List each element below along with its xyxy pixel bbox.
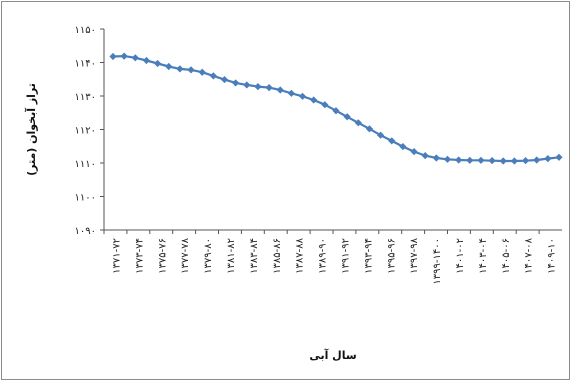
data-point-marker xyxy=(187,66,195,74)
data-point-marker xyxy=(499,157,507,165)
x-tick-label: ۱۳۷۷-۷۸ xyxy=(180,237,191,273)
x-tick-label: ۱۳۹۷-۹۸ xyxy=(409,237,420,273)
data-point-marker xyxy=(432,154,440,162)
x-tick-label: ۱۳۷۹-۸۰ xyxy=(203,238,214,274)
data-point-marker xyxy=(131,54,139,62)
data-point-marker xyxy=(555,153,563,161)
x-tick-label: ۱۳۹۵-۹۶ xyxy=(386,238,397,274)
data-point-marker xyxy=(410,148,418,156)
y-tick-label: ۱۱۱۰ xyxy=(75,159,96,170)
data-point-marker xyxy=(477,156,485,164)
data-point-marker xyxy=(276,86,284,94)
x-tick-label: ۱۳۹۹-۱۴۰۰ xyxy=(432,238,443,285)
x-tick-label: ۱۳۹۳-۹۴ xyxy=(363,238,374,274)
data-point-marker xyxy=(220,75,229,84)
data-point-marker xyxy=(399,142,407,151)
x-tick-label: ۱۳۸۵-۸۶ xyxy=(272,238,283,274)
x-tick-label: ۱۴۰۱-۰۲ xyxy=(455,238,466,274)
data-point-marker xyxy=(287,89,295,97)
x-tick-label: ۱۴۰۷-۰۸ xyxy=(524,237,535,273)
data-point-marker xyxy=(109,52,117,61)
data-point-marker xyxy=(321,101,329,109)
x-tick-label: ۱۳۷۳-۷۴ xyxy=(134,238,145,274)
data-point-marker xyxy=(176,65,184,73)
data-point-marker xyxy=(243,81,251,89)
data-point-marker xyxy=(521,157,530,165)
data-point-marker xyxy=(343,113,351,121)
y-tick-label: ۱۱۳۰ xyxy=(75,92,96,103)
x-tick-label: ۱۴۰۳-۰۴ xyxy=(478,238,489,274)
x-tick-label: ۱۴۰۵-۰۶ xyxy=(501,238,512,274)
y-tick-label: ۱۱۴۰ xyxy=(75,59,96,70)
x-tick-labels: ۱۳۷۱-۷۲ ۱۳۷۳-۷۴ ۱۳۷۵-۷۶ ۱۳۷۷-۷۸ ۱۳۷۹-۸۰ ۱۳۸۱-… xyxy=(111,237,557,284)
y-tick-label: ۱۱۵۰ xyxy=(75,25,96,36)
x-tick-label: ۱۳۸۳-۸۴ xyxy=(249,238,260,274)
data-point-marker xyxy=(466,156,474,164)
data-point-marker xyxy=(165,62,173,71)
data-point-marker xyxy=(332,107,340,115)
series-water-level xyxy=(109,52,563,165)
x-tick-label: ۱۳۷۵-۷۶ xyxy=(157,238,168,274)
axes xyxy=(100,28,562,234)
data-point-marker xyxy=(488,157,496,165)
y-tick-label: ۱۰۹۰ xyxy=(75,226,96,237)
data-point-marker xyxy=(421,152,429,160)
data-point-marker xyxy=(455,156,463,164)
x-tick-label: ۱۴۰۹-۱۰ xyxy=(547,238,558,274)
y-axis-title: تراز آبخوان (متر) xyxy=(24,83,38,176)
x-tick-label: ۱۳۷۱-۷۲ xyxy=(111,238,122,274)
x-tick-label: ۱۳۹۱-۹۲ xyxy=(340,238,351,274)
y-tick-labels: ۱۰۹۰ ۱۱۰۰ ۱۱۱۰ ۱۱۲۰ ۱۱۳۰ ۱۱۴۰ ۱۱۵۰ xyxy=(75,25,96,237)
data-point-marker xyxy=(533,156,541,164)
data-point-marker xyxy=(142,56,151,65)
y-tick-label: ۱۱۲۰ xyxy=(75,126,96,137)
data-point-marker xyxy=(154,59,162,68)
data-point-marker xyxy=(510,157,518,165)
data-point-marker xyxy=(388,137,396,145)
data-point-marker xyxy=(310,96,318,104)
data-point-marker xyxy=(232,79,240,87)
data-point-marker xyxy=(120,52,128,60)
data-point-marker xyxy=(254,83,262,91)
x-tick-label: ۱۳۸۱-۸۲ xyxy=(226,238,237,274)
data-point-marker xyxy=(443,155,452,163)
data-point-marker xyxy=(198,68,206,76)
x-axis-title: سال آبی xyxy=(309,348,356,362)
data-point-marker xyxy=(365,125,374,133)
data-point-marker xyxy=(544,155,552,163)
data-point-marker xyxy=(265,84,273,92)
y-tick-label: ۱۱۰۰ xyxy=(75,193,96,204)
data-point-marker xyxy=(209,72,217,80)
x-tick-label: ۱۳۸۷-۸۸ xyxy=(295,237,306,273)
data-point-marker xyxy=(377,131,385,139)
x-tick-label: ۱۳۸۹-۹۰ xyxy=(318,238,329,274)
data-point-marker xyxy=(354,119,362,127)
data-point-marker xyxy=(298,92,307,100)
